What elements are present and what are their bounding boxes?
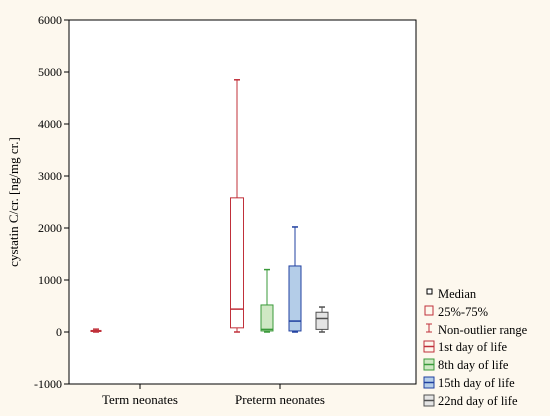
legend-iqr-symbol — [424, 305, 434, 316]
x-tick-label: Term neonates — [102, 392, 178, 407]
legend-range-label: Non-outlier range — [438, 323, 528, 337]
box-body — [315, 311, 329, 330]
legend-iqr-label: 25%-75% — [438, 305, 488, 319]
box-3 — [260, 268, 274, 333]
legend-entry-label: 15th day of life — [438, 376, 515, 390]
x-tick-label: Preterm neonates — [235, 392, 325, 407]
box-body — [260, 304, 274, 332]
legend-median-symbol — [426, 288, 433, 295]
y-tick-label: 5000 — [38, 65, 62, 79]
legend-entry-label: 8th day of life — [438, 358, 509, 372]
y-tick-label: 1000 — [38, 273, 62, 287]
box-2 — [230, 79, 244, 333]
y-tick-label: 0 — [56, 325, 62, 339]
legend-entry-label: 1st day of life — [438, 340, 508, 354]
legend-entry-label: 22nd day of life — [438, 394, 518, 408]
box-body — [230, 197, 244, 329]
x-axis: Term neonates Preterm neonates — [102, 384, 325, 407]
y-tick-label: 2000 — [38, 221, 62, 235]
legend-median-label: Median — [438, 287, 477, 301]
box-5 — [315, 306, 329, 333]
box-4 — [288, 226, 302, 333]
y-tick-label: 6000 — [38, 13, 62, 27]
y-tick-label: 4000 — [38, 117, 62, 131]
box-body — [288, 265, 302, 332]
box-1 — [90, 328, 102, 333]
boxes — [90, 79, 329, 333]
y-tick-label: 3000 — [38, 169, 62, 183]
y-axis: -1000 0 1000 2000 3000 4000 5000 6000 — [34, 13, 69, 391]
y-axis-label: cystatin C/cr. [ng/mg cr.] — [6, 137, 21, 267]
legend: Median 25%-75% Non-outlier range 1st day of… — [423, 287, 528, 408]
y-tick-label: -1000 — [34, 377, 62, 391]
